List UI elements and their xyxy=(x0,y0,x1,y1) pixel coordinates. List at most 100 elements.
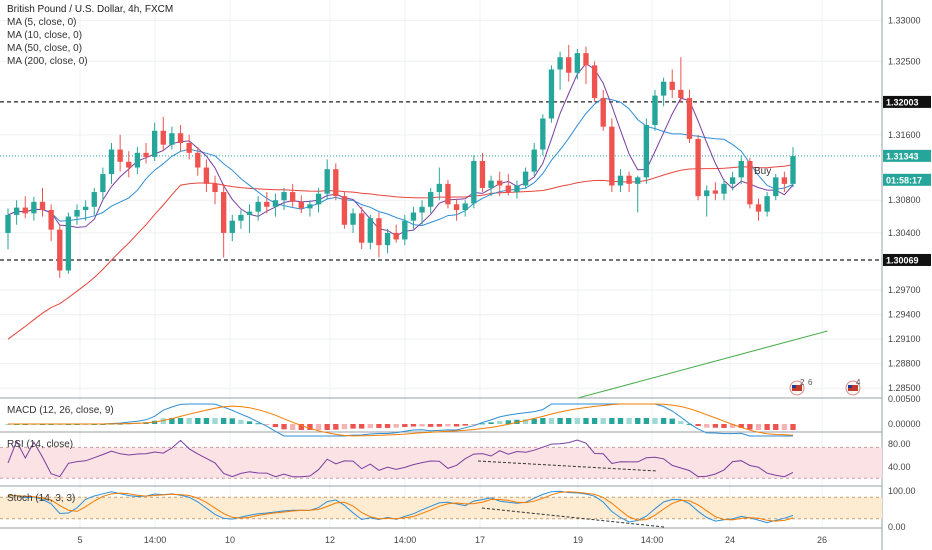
candle-body xyxy=(333,169,339,197)
time-tick-label: 12 xyxy=(325,535,335,545)
candle-body xyxy=(229,220,235,233)
macd-histogram-bar xyxy=(617,418,624,424)
price-tick-label: 1.29100 xyxy=(888,334,921,344)
indicator-ma5[interactable]: MA (5, close, 0) xyxy=(7,17,77,28)
macd-histogram-bar xyxy=(384,424,391,428)
macd-histogram-bar xyxy=(729,424,736,428)
macd-histogram-bar xyxy=(781,424,788,430)
indicator-ma50[interactable]: MA (50, close, 0) xyxy=(7,43,83,54)
candle-body xyxy=(566,57,572,73)
macd-histogram-bar xyxy=(186,418,192,424)
candle-body xyxy=(117,149,123,162)
macd-histogram-bar xyxy=(548,418,555,424)
macd-histogram-bar xyxy=(600,418,606,424)
indicator-ma10[interactable]: MA (10, close, 0) xyxy=(7,30,83,41)
candle-body xyxy=(22,207,28,214)
macd-histogram-bar xyxy=(721,424,727,428)
macd-histogram-bar xyxy=(281,424,287,430)
price-label-box xyxy=(883,95,931,108)
rsi-line xyxy=(7,439,794,478)
macd-histogram-bar xyxy=(436,424,442,427)
time-tick-label: 14:00 xyxy=(394,535,417,545)
stoch-tick-label: 0.00 xyxy=(888,522,906,532)
macd-histogram-bar xyxy=(410,424,417,427)
price-label: 1.31343 xyxy=(886,151,919,161)
candle-body xyxy=(755,204,762,212)
macd-histogram-bar xyxy=(686,423,693,425)
macd-histogram-bar xyxy=(359,424,365,429)
candle-body xyxy=(548,69,555,119)
flag-canton xyxy=(848,385,852,388)
candle-body xyxy=(781,177,788,184)
macd-histogram-bar xyxy=(704,424,710,428)
macd-histogram-bar xyxy=(246,421,253,424)
rsi-title[interactable]: RSI (14, close) xyxy=(7,439,74,450)
candle-body xyxy=(445,183,451,205)
candle-body xyxy=(419,206,425,213)
candle-body xyxy=(31,201,37,214)
macd-histogram-bar xyxy=(643,418,650,424)
candle-body xyxy=(790,156,796,184)
macd-histogram-bar xyxy=(540,418,546,424)
candle-body xyxy=(74,210,80,217)
macd-histogram-bar xyxy=(695,424,701,427)
macd-histogram-bar xyxy=(635,418,641,424)
macd-histogram-bar xyxy=(678,421,684,424)
time-tick-label: 5 xyxy=(77,535,82,545)
candle-body xyxy=(488,180,494,188)
macd-histogram-bar xyxy=(505,420,512,424)
macd-title[interactable]: MACD (12, 26, close, 9) xyxy=(7,405,114,416)
macd-histogram-bar xyxy=(522,419,529,424)
macd-histogram-bar xyxy=(350,424,356,429)
macd-histogram-bar xyxy=(393,424,399,428)
macd-histogram-bar xyxy=(514,419,520,424)
candle-body xyxy=(212,183,218,193)
candle-body xyxy=(678,89,684,99)
macd-histogram-bar xyxy=(419,424,425,427)
macd-histogram-bar xyxy=(497,421,503,424)
stoch-d-line xyxy=(7,491,794,522)
candle-body xyxy=(626,175,632,184)
macd-histogram-bar xyxy=(220,418,227,424)
event-count: 4 xyxy=(856,378,861,387)
candle-body xyxy=(186,143,192,153)
price-tick-label: 1.31600 xyxy=(888,130,921,140)
indicator-ma200[interactable]: MA (200, close, 0) xyxy=(7,56,88,67)
macd-histogram-bar xyxy=(574,418,581,424)
time-tick-label: 19 xyxy=(573,535,583,545)
candle-body xyxy=(13,207,20,215)
macd-histogram-bar xyxy=(298,424,304,430)
candle-body xyxy=(660,81,667,96)
ma200-line xyxy=(577,330,828,399)
macd-histogram-bar xyxy=(583,418,589,424)
candle-body xyxy=(298,201,304,209)
macd-histogram-bar xyxy=(402,424,408,428)
macd-histogram-bar xyxy=(738,424,744,428)
macd-histogram-bar xyxy=(471,424,477,425)
macd-histogram-bar xyxy=(557,418,563,424)
macd-histogram-bar xyxy=(755,424,762,430)
stoch-title[interactable]: Stoch (14, 3, 3) xyxy=(7,493,76,504)
macd-histogram-bar xyxy=(462,424,468,426)
candle-body xyxy=(609,126,615,186)
macd-histogram-bar xyxy=(169,418,175,424)
candle-body xyxy=(100,174,106,193)
price-tick-label: 1.28800 xyxy=(888,359,921,369)
price-label: 01:58:17 xyxy=(886,175,922,185)
time-tick-label: 24 xyxy=(725,535,735,545)
macd-histogram-bar xyxy=(272,424,279,428)
macd-histogram-bar xyxy=(341,424,348,430)
candle-body xyxy=(453,204,460,211)
candle-body xyxy=(220,192,227,233)
macd-histogram-bar xyxy=(591,418,598,424)
price-tick-label: 1.33000 xyxy=(888,15,921,25)
candle-body xyxy=(522,171,529,186)
event-count: 2 xyxy=(800,378,805,387)
candle-body xyxy=(82,206,89,211)
candle-body xyxy=(376,218,382,246)
stoch-band xyxy=(0,497,882,519)
candle-body xyxy=(669,81,675,90)
candle-body xyxy=(315,193,322,205)
buy-annotation: Buy xyxy=(754,166,771,177)
